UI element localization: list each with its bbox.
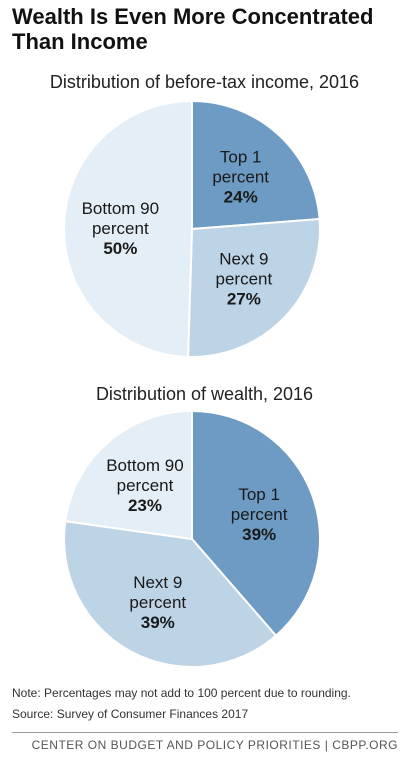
pie1-name-bottom-90: percent xyxy=(92,219,149,238)
pie1-name-top-1: Top 1 xyxy=(220,147,262,166)
pie2-value-top-1: 39% xyxy=(242,525,276,544)
pie2-slice-top-1 xyxy=(191,409,321,638)
pie1-label-bottom-90: Bottom 90 percent 50% xyxy=(82,199,160,258)
pie1-slice-next-9 xyxy=(186,217,321,358)
source-text: Source: Survey of Consumer Finances 2017 xyxy=(12,707,249,721)
note-text: Note: Percentages may not add to 100 per… xyxy=(12,686,351,700)
footer-divider xyxy=(12,732,398,733)
income-pie-chart: Top 1 percent 24%Next 9 percent 27%Bottom 90… xyxy=(63,99,321,358)
pie1-name-top-1: percent xyxy=(212,167,269,186)
pie2-name-bottom-90: Bottom 90 xyxy=(106,456,184,475)
pie2-label-top-1: Top 1 percent 39% xyxy=(231,485,288,544)
income-pie-title: Distribution of before-tax income, 2016 xyxy=(49,72,360,92)
pie2-slice-bottom-90 xyxy=(64,409,193,541)
pie2-slice-next-9 xyxy=(63,520,278,668)
wealth-pie-title: Distribution of wealth, 2016 xyxy=(95,384,314,404)
pie1-label-next-9: Next 9 percent 27% xyxy=(216,249,273,308)
pie1-value-next-9: 27% xyxy=(227,289,261,308)
pie1-name-next-9: percent xyxy=(216,269,273,288)
pie2-name-top-1: percent xyxy=(231,505,288,524)
pie2-value-bottom-90: 23% xyxy=(128,496,162,515)
pie2-value-next-9: 39% xyxy=(141,613,175,632)
pie1-label-top-1: Top 1 percent 24% xyxy=(212,147,269,206)
pie2-name-bottom-90: percent xyxy=(117,476,174,495)
pie1-name-bottom-90: Bottom 90 xyxy=(82,199,160,218)
wealth-pie-chart: Top 1 percent 39%Next 9 percent 39%Bottom 90… xyxy=(63,409,321,668)
pie1-name-next-9: Next 9 xyxy=(219,249,268,268)
pie2-label-next-9: Next 9 percent 39% xyxy=(129,573,186,632)
chart-title: Wealth Is Even More Concentrated Than In… xyxy=(12,4,374,54)
pie2-name-top-1: Top 1 xyxy=(238,485,280,504)
pie1-value-bottom-90: 50% xyxy=(103,239,137,258)
pie2-name-next-9: percent xyxy=(129,593,186,612)
pie1-slice-bottom-90 xyxy=(63,99,193,358)
pie2-label-bottom-90: Bottom 90 percent 23% xyxy=(106,456,184,515)
pie2-name-next-9: Next 9 xyxy=(133,573,182,592)
pie1-slice-top-1 xyxy=(191,99,321,231)
pie1-value-top-1: 24% xyxy=(224,187,258,206)
footer-org: CENTER ON BUDGET AND POLICY PRIORITIES |… xyxy=(31,738,398,752)
